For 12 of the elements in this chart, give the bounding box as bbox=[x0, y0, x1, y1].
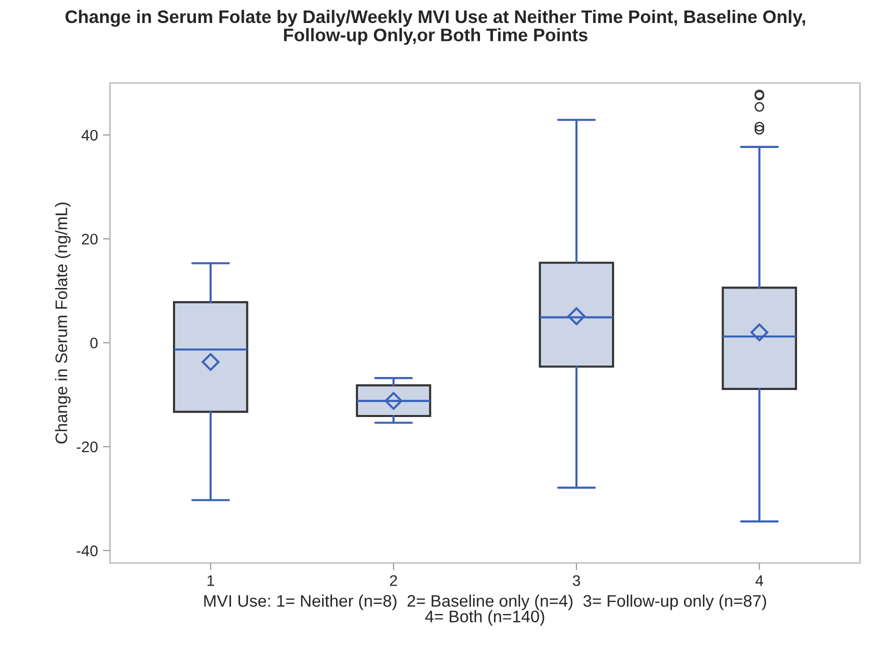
y-tick-label: -40 bbox=[76, 545, 98, 556]
y-axis-title: Change in Serum Folate (ng/mL) bbox=[55, 202, 71, 444]
y-tick-label: 40 bbox=[82, 130, 98, 141]
chart-title: Change in Serum Folate by Daily/Weekly MVI Use at Neither Time Point, Baseline Only, Follow-up Only,or Both Time Points bbox=[66, 10, 806, 45]
x-tick-label: 2 bbox=[390, 575, 398, 586]
x-tick-label: 3 bbox=[572, 575, 580, 586]
y-tick-label: -20 bbox=[76, 442, 98, 452]
y-tick-label: 20 bbox=[82, 234, 98, 245]
x-tick-label: 4 bbox=[755, 575, 764, 586]
x-axis-title: MVI Use: 1= Neither (n=8) 2= Baseline only (n=4) 3= Follow-up only (n=87) 4= Both (n=140) bbox=[204, 594, 766, 626]
x-tick-label: 1 bbox=[208, 575, 214, 586]
y-tick-label: 0 bbox=[90, 338, 98, 348]
